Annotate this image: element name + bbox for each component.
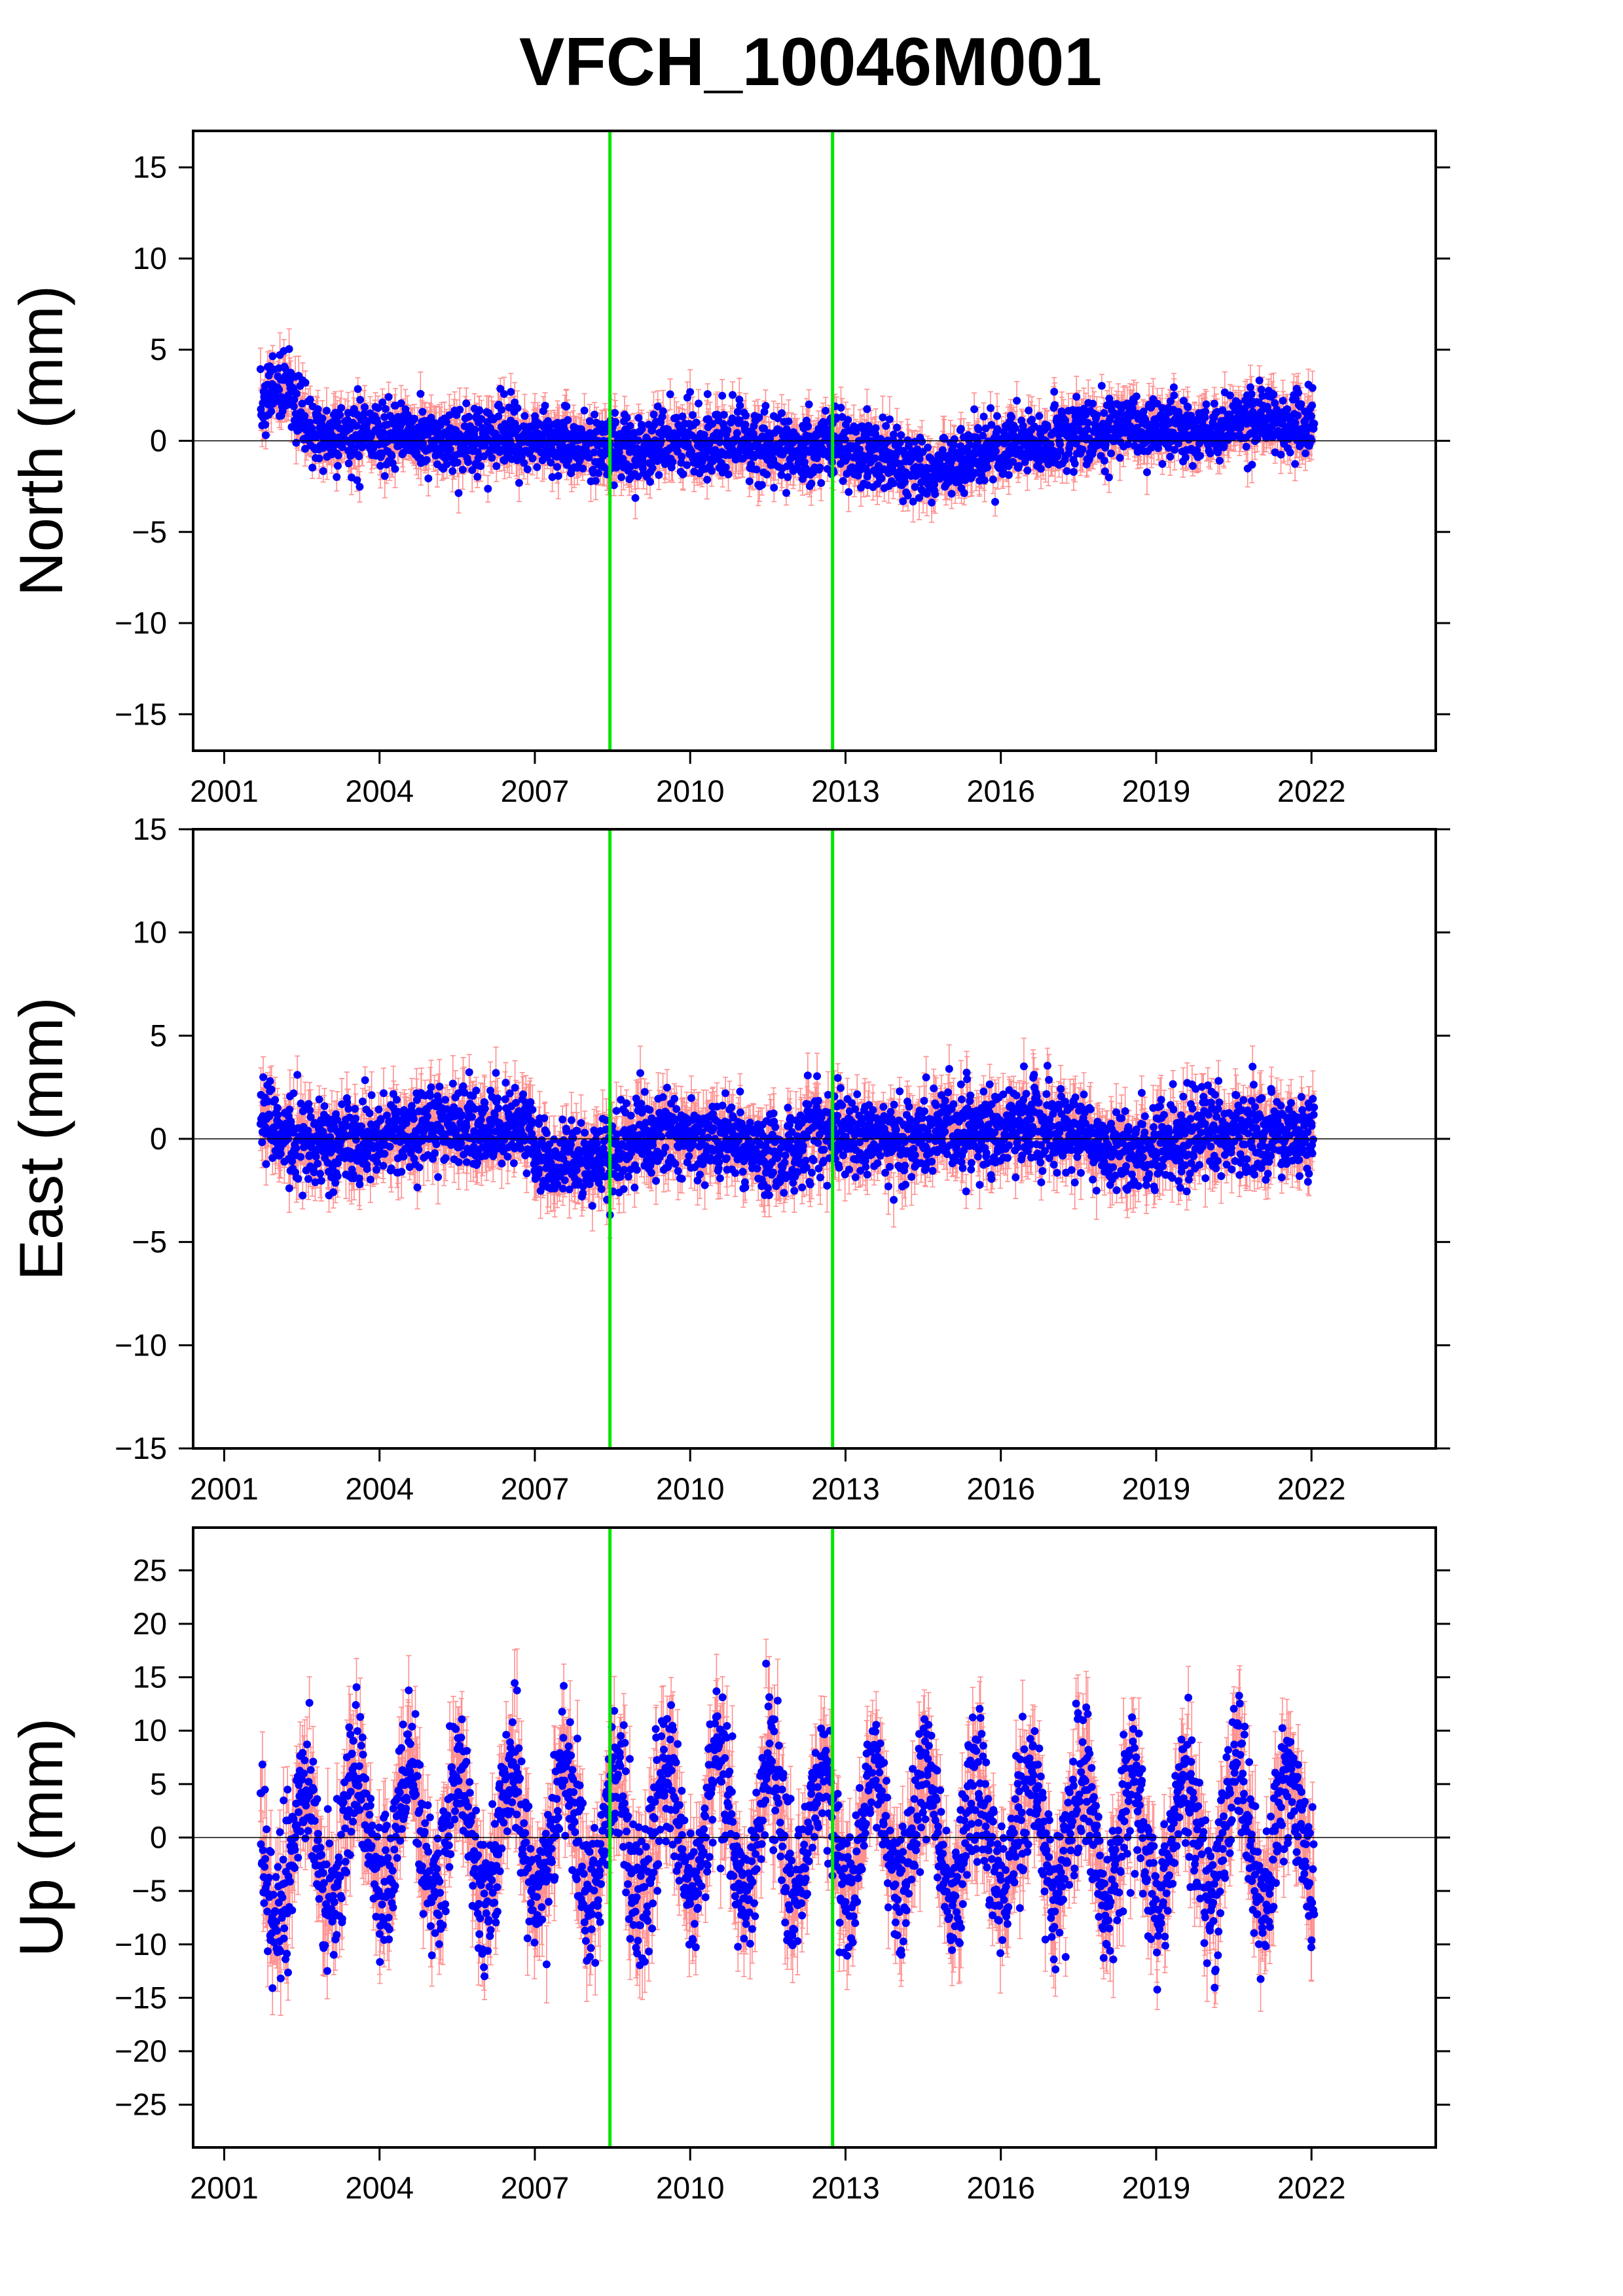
x-tick-label: 2016 [966, 2170, 1035, 2205]
y-tick-label: −5 [132, 1225, 167, 1259]
y-tick-label: −10 [115, 605, 167, 640]
y-tick-label: 15 [133, 1660, 167, 1695]
x-tick-label: 2022 [1277, 1471, 1346, 1506]
x-tick-label: 2004 [345, 774, 414, 808]
x-tick-label: 2010 [656, 774, 725, 808]
data-points-up [256, 1659, 1319, 1994]
plot-frame [192, 130, 1437, 752]
error-bars-up [257, 1638, 1317, 2016]
plot-frame [192, 828, 1437, 1450]
x-tick-label: 2007 [501, 2170, 570, 2205]
y-tick-label: −15 [115, 1431, 167, 1465]
y-tick-label: 10 [133, 1713, 167, 1748]
x-tick-label: 2019 [1122, 1471, 1191, 1506]
x-tick-label: 2016 [966, 1471, 1035, 1506]
y-tick-label: −15 [115, 1980, 167, 2015]
y-tick-label: 15 [133, 150, 167, 185]
panel-east: 15 10 5 0 −5 −10 −15 2001 2004 2007 2010 2013 2016 20… [7, 812, 1450, 1506]
series-east [256, 1037, 1319, 1239]
x-tick-label: 2010 [656, 2170, 725, 2205]
x-tick-label: 2022 [1277, 2170, 1346, 2205]
x-tick-label: 2004 [345, 2170, 414, 2205]
plot-frame [192, 1526, 1437, 2149]
series-north [256, 328, 1319, 523]
y-tick-label: 0 [150, 423, 167, 458]
x-tick-label: 2016 [966, 774, 1035, 808]
y-axis-label: Up (mm) [7, 1718, 75, 1958]
y-tick-label: 20 [133, 1606, 167, 1641]
x-tick-label: 2013 [811, 2170, 880, 2205]
data-points-north [256, 345, 1319, 507]
panel-north: 15 10 5 0 −5 −10 −15 2001 2004 2007 2010 2013 2016 20… [7, 130, 1450, 808]
x-tick-label: 2004 [345, 1471, 414, 1506]
y-tick-label: 0 [150, 1820, 167, 1855]
data-points-east [256, 1062, 1319, 1219]
x-tick-label: 2019 [1122, 774, 1191, 808]
y-tick-label: −25 [115, 2087, 167, 2122]
x-tick-label: 2013 [811, 1471, 880, 1506]
y-tick-label: 5 [150, 1767, 167, 1801]
x-tick-label: 2010 [656, 1471, 725, 1506]
y-tick-label: −20 [115, 2034, 167, 2068]
y-tick-label: −10 [115, 1327, 167, 1362]
y-tick-label: −15 [115, 696, 167, 731]
y-tick-label: −5 [132, 1873, 167, 1908]
y-tick-label: −5 [132, 514, 167, 549]
x-tick-label: 2007 [501, 1471, 570, 1506]
x-tick-label: 2001 [190, 1471, 259, 1506]
x-tick-label: 2013 [811, 774, 880, 808]
y-tick-label: 5 [150, 332, 167, 367]
y-axis-label: East (mm) [7, 997, 75, 1280]
chart-title: VFCH_10046M001 [519, 24, 1102, 100]
y-tick-label: −10 [115, 1927, 167, 1962]
y-tick-label: 25 [133, 1552, 167, 1587]
y-tick-label: 5 [150, 1018, 167, 1052]
y-tick-label: 15 [133, 812, 167, 846]
x-tick-label: 2019 [1122, 2170, 1191, 2205]
y-tick-label: 0 [150, 1121, 167, 1156]
x-tick-label: 2007 [501, 774, 570, 808]
x-tick-label: 2022 [1277, 774, 1346, 808]
y-tick-label: 10 [133, 241, 167, 276]
panel-up: 25 20 15 10 5 0 −5 −10 −15 −20 −25 2001 2004 2007 2010… [7, 1526, 1450, 2205]
x-tick-label: 2001 [190, 774, 259, 808]
series-up [256, 1638, 1319, 2016]
y-tick-label: 10 [133, 915, 167, 950]
y-axis-label: North (mm) [7, 285, 75, 596]
x-tick-label: 2001 [190, 2170, 259, 2205]
